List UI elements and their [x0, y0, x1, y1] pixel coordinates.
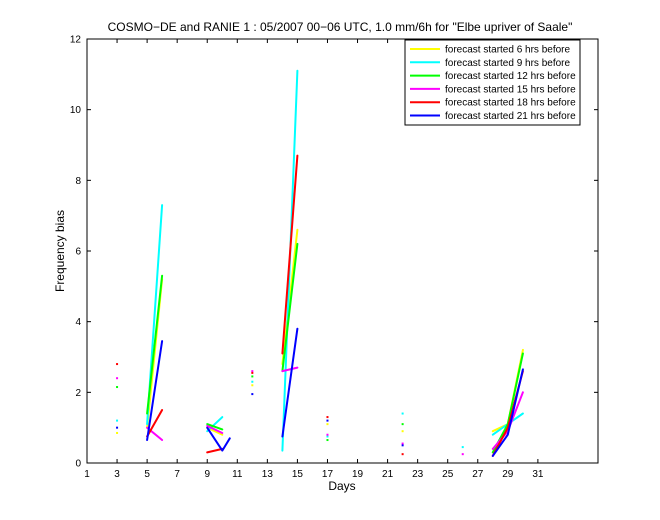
legend-label: forecast started 6 hrs before	[445, 45, 571, 56]
y-tick-label: 0	[75, 459, 81, 470]
x-tick-label: 21	[382, 469, 394, 480]
x-tick-label: 3	[114, 469, 120, 480]
legend-label: forecast started 18 hrs before	[445, 98, 576, 109]
series-line	[281, 366, 299, 373]
data-point	[326, 423, 329, 426]
series-line	[206, 424, 224, 434]
data-point	[461, 446, 464, 449]
x-axis-label: Days	[328, 479, 355, 493]
series-line	[146, 409, 164, 438]
y-axis-ticks: 0 2 4 6 8 10 12	[70, 35, 598, 470]
legend-label: forecast started 9 hrs before	[445, 58, 571, 69]
series-line	[281, 154, 299, 355]
y-tick-label: 12	[70, 35, 82, 46]
x-tick-label: 29	[502, 469, 514, 480]
data-point	[116, 377, 119, 380]
data-point	[116, 431, 119, 434]
x-tick-label: 25	[442, 469, 454, 480]
data-point	[116, 419, 119, 422]
series-line	[206, 447, 224, 454]
x-tick-label: 31	[532, 469, 544, 480]
y-tick-label: 10	[70, 105, 82, 116]
data-point	[401, 442, 404, 445]
x-tick-label: 17	[322, 469, 334, 480]
x-tick-label: 7	[174, 469, 180, 480]
data-point	[401, 444, 404, 447]
series-line	[281, 327, 299, 438]
legend-label: forecast started 21 hrs before	[445, 111, 576, 122]
data-point	[251, 371, 254, 374]
series-line	[491, 368, 524, 457]
series-line	[206, 416, 224, 433]
data-point	[251, 370, 254, 373]
x-tick-label: 19	[352, 469, 364, 480]
data-point	[251, 375, 254, 378]
data-point	[326, 435, 329, 438]
data-point	[326, 416, 329, 419]
data-point	[401, 453, 404, 456]
data-point	[251, 384, 254, 387]
data-point	[401, 423, 404, 426]
chart-title: COSMO−DE and RANIE 1 : 05/2007 00−06 UTC…	[108, 20, 573, 34]
data-point	[326, 439, 329, 442]
series-6	[116, 327, 524, 457]
y-tick-label: 2	[75, 388, 81, 399]
x-tick-label: 5	[144, 469, 150, 480]
x-tick-label: 23	[412, 469, 424, 480]
y-tick-label: 6	[75, 247, 81, 258]
series-line	[281, 242, 299, 373]
data-point	[401, 412, 404, 415]
x-tick-label: 13	[262, 469, 274, 480]
data-point	[326, 433, 329, 436]
data-point	[326, 419, 329, 422]
y-tick-label: 4	[75, 317, 81, 328]
legend-box	[404, 39, 581, 126]
x-tick-label: 9	[204, 469, 210, 480]
series-line	[146, 274, 164, 415]
x-tick-label: 27	[472, 469, 484, 480]
x-tick-label: 11	[232, 469, 243, 480]
data-point	[116, 386, 119, 389]
y-tick-label: 8	[75, 176, 81, 187]
series-line	[206, 423, 224, 431]
legend: forecast started 6 hrs before forecast st…	[404, 39, 581, 126]
data-point	[116, 426, 119, 429]
legend-label: forecast started 12 hrs before	[445, 71, 576, 82]
x-tick-label: 1	[84, 469, 90, 480]
data-point	[401, 430, 404, 433]
data-point	[461, 453, 464, 456]
series-layer	[116, 69, 524, 457]
x-tick-label: 15	[292, 469, 304, 480]
y-axis-label: Frequency bias	[53, 210, 67, 292]
series-line	[146, 340, 164, 441]
data-point	[116, 363, 119, 366]
x-axis-ticks: 1 3 5 7 9 11 13 15 17 19 21 23 25 27 29 31	[84, 39, 544, 480]
series-line	[206, 426, 231, 452]
data-point	[251, 393, 254, 396]
legend-label: forecast started 15 hrs before	[445, 84, 576, 95]
data-point	[251, 380, 254, 383]
